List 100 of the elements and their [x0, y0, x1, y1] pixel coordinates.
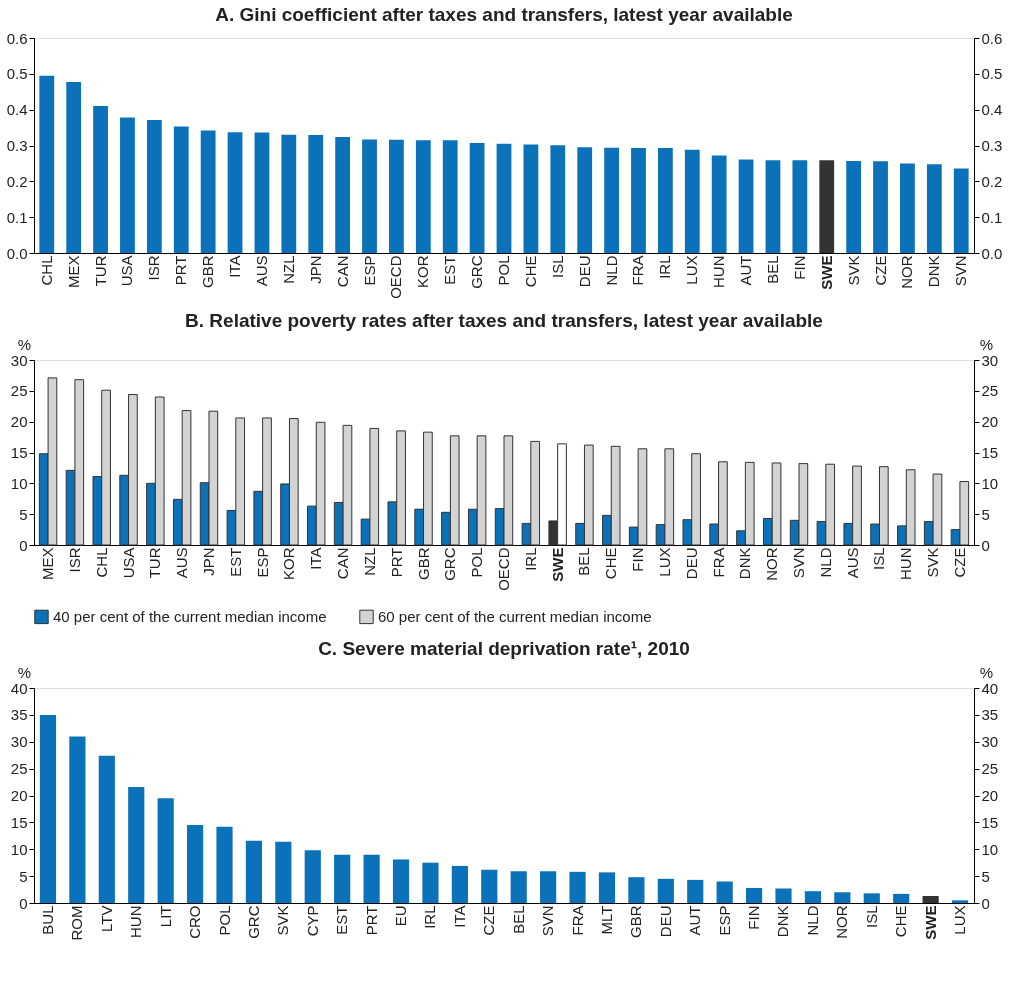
x-tick-label: DNK: [774, 905, 792, 938]
x-tick-label: CAN: [334, 547, 352, 580]
x-tick-label: ITA: [307, 547, 325, 570]
bar: [496, 143, 512, 253]
x-tick-label: SWE: [548, 547, 566, 582]
x-tick-label: BUL: [38, 905, 56, 935]
x-tick-label: CAN: [333, 255, 351, 288]
x-tick-label: NZL: [360, 547, 378, 576]
y-tick-label: 0.3: [6, 137, 28, 154]
bar: [422, 862, 439, 903]
x-tick-label: SWE: [817, 255, 835, 290]
y-tick-label: 30: [10, 733, 28, 751]
x-tick-label: FIN: [790, 255, 808, 280]
x-tick-label: POL: [495, 255, 512, 286]
y2-tick-label: 0.6: [981, 29, 1003, 47]
x-tick-label: IRL: [656, 255, 674, 279]
x-tick-label: DEU: [656, 905, 674, 938]
bar: [569, 871, 586, 903]
x-tick-label: AUS: [843, 547, 861, 579]
y2-tick-label: 5: [981, 867, 990, 885]
x-tick-label: BEL: [509, 905, 527, 934]
bar: [93, 106, 108, 253]
y2-tick-label: 30: [981, 733, 999, 751]
bar: [550, 145, 566, 253]
x-tick-label: OECD: [387, 255, 405, 299]
x-tick-label: AUT: [686, 905, 704, 936]
x-tick-label: SVN: [790, 547, 808, 579]
x-tick-label: OECD: [495, 547, 512, 591]
x-tick-label: DNK: [925, 255, 943, 288]
x-tick-label: ESP: [253, 547, 271, 578]
x-tick-label: MEX: [64, 255, 82, 289]
x-tick-label: SVK: [274, 905, 292, 936]
x-tick-label: GBR: [627, 905, 645, 939]
x-tick-label: EU: [392, 905, 410, 927]
x-tick-label: GRC: [441, 547, 459, 581]
bar: [69, 736, 86, 903]
x-tick-label: CHE: [521, 255, 539, 288]
x-tick-label: FIN: [629, 547, 647, 572]
x-tick-label: BEL: [763, 255, 781, 284]
bar: [922, 896, 939, 903]
bar: [146, 120, 162, 253]
x-tick-label: LTV: [97, 905, 115, 932]
bar: [687, 879, 704, 903]
bar: [953, 168, 969, 253]
y2-tick-label: 0.0: [981, 244, 1003, 262]
y2-tick-label: 0.1: [981, 208, 1003, 226]
x-tick-label: GBR: [199, 255, 217, 289]
x-tick-label: SWE: [921, 905, 939, 940]
bar: [577, 147, 593, 253]
bar: [389, 139, 404, 253]
bar: [157, 798, 174, 903]
bar: [510, 871, 527, 903]
x-tick-label: ITA: [226, 255, 244, 278]
bar: [873, 161, 888, 253]
y-tick-label: 35: [10, 706, 28, 724]
x-tick-label: AUT: [737, 255, 755, 286]
x-tick-label: TUR: [146, 547, 164, 579]
x-tick-label: NZL: [279, 255, 297, 284]
y2-axis-title: %: [979, 335, 994, 353]
y-tick-label: 0.1: [6, 208, 28, 226]
y-tick-label: 0.4: [6, 101, 28, 119]
x-tick-label: NOR: [898, 255, 916, 289]
bar: [451, 865, 468, 903]
bar: [792, 160, 808, 253]
bar: [775, 888, 792, 903]
bar: [863, 893, 880, 903]
bar: [604, 147, 619, 253]
y-tick-label: 0.6: [6, 29, 28, 47]
y2-tick-label: 40: [981, 679, 999, 697]
y-tick-label: 15: [10, 444, 28, 461]
bar: [711, 155, 727, 253]
bar: [631, 148, 646, 253]
bar: [186, 825, 204, 903]
bar: [362, 139, 377, 253]
bar: [304, 850, 321, 903]
bar: [442, 140, 458, 253]
y-axis-title: %: [17, 335, 32, 353]
x-tick-label: ISR: [65, 547, 83, 573]
bar: [846, 160, 862, 253]
y-tick-label: 0: [19, 536, 28, 554]
bar: [598, 872, 616, 903]
x-tick-label: PRT: [362, 905, 380, 936]
x-tick-label: ESP: [360, 255, 378, 286]
x-tick-label: NOR: [763, 547, 781, 581]
bar: [900, 163, 915, 253]
x-tick-label: HUN: [897, 547, 915, 580]
bar: [334, 854, 351, 903]
bar: [39, 714, 57, 903]
bar: [893, 893, 910, 903]
chart-title: A. Gini coefficient after taxes and transfers, latest year available: [215, 4, 793, 25]
bar: [926, 164, 942, 253]
y-tick-label: 5: [19, 505, 28, 523]
bar: [39, 75, 55, 253]
x-tick-label: POL: [215, 905, 233, 936]
x-tick-label: CYP: [303, 905, 321, 937]
x-tick-label: ITA: [450, 905, 468, 928]
x-tick-label: PRT: [172, 255, 190, 286]
x-tick-label: FRA: [629, 255, 647, 286]
y-axis-title: %: [17, 663, 32, 681]
bar: [481, 869, 498, 903]
